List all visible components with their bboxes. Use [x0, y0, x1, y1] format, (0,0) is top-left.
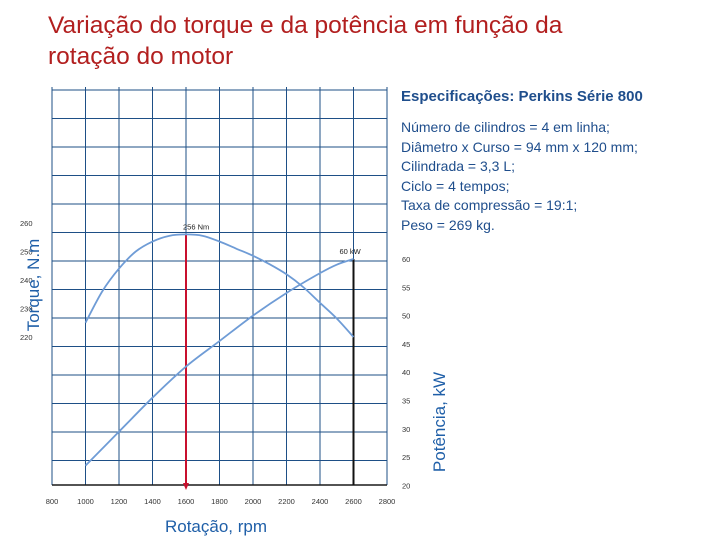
- spec-line: Ciclo = 4 tempos;: [401, 177, 510, 194]
- annotations: 256 Nm 60 kW: [183, 222, 362, 256]
- spec-line: Número de cilindros = 4 em linha;: [401, 119, 610, 135]
- y-left-tick-label: 240: [20, 276, 33, 285]
- x-tick-label: 1600: [178, 497, 195, 506]
- axis-titles: Rotação, rpm Torque, N.m Potência, kW: [24, 239, 449, 536]
- spec-title: Especificações: Perkins Série 800: [401, 88, 643, 105]
- x-tick-label: 1000: [77, 497, 94, 506]
- y-right-tick-label: 30: [402, 425, 410, 434]
- y-left-tick-label: 260: [20, 219, 33, 228]
- torque-peak-annotation: 256 Nm: [183, 222, 209, 231]
- y-right-tick-label: 35: [402, 397, 410, 406]
- x-tick-label: 1400: [144, 497, 161, 506]
- y-left-tick-label: 230: [20, 305, 33, 314]
- y-left-tick-label: 250: [20, 248, 33, 257]
- series-lines: [84, 233, 355, 467]
- y-right-axis-title: Potência, kW: [430, 372, 449, 472]
- x-tick-label: 2200: [278, 497, 295, 506]
- y-right-tick-label: 20: [402, 481, 410, 490]
- y-right-tick-label: 50: [402, 312, 410, 321]
- spec-panel: Especificações: Perkins Série 800 Número…: [401, 88, 716, 235]
- x-tick-label: 1800: [211, 497, 228, 506]
- spec-line: Diâmetro x Curso = 94 mm x 120 mm;: [401, 138, 638, 155]
- y-left-axis-title: Torque, N.m: [24, 239, 43, 332]
- x-tick-label: 1200: [111, 497, 128, 506]
- marker-lines: [183, 234, 355, 490]
- y-left-tick-label: 220: [20, 333, 33, 342]
- x-tick-label: 2800: [379, 497, 396, 506]
- spec-line: Cilindrada = 3,3 L;: [401, 158, 516, 174]
- x-tick-label: 2600: [345, 497, 362, 506]
- spec-line: Peso = 269 kg.: [401, 216, 495, 233]
- x-tick-label: 2400: [312, 497, 329, 506]
- tick-labels: 800 1000 1200 1400 1600 1800 2000 2200 2400 2600 2…: [20, 219, 410, 506]
- grid-lines: [51, 87, 388, 486]
- y-right-tick-label: 60: [402, 255, 410, 264]
- power-peak-annotation: 60 kW: [340, 247, 362, 256]
- y-right-tick-label: 40: [402, 368, 410, 377]
- y-right-tick-label: 45: [402, 340, 410, 349]
- x-tick-label: 2000: [245, 497, 262, 506]
- x-tick-label: 800: [46, 497, 59, 506]
- spec-line: Taxa de compressão = 19:1;: [401, 197, 578, 213]
- slide-title: Variação do torque e da potência em funç…: [48, 12, 563, 70]
- y-right-tick-label: 25: [402, 453, 410, 462]
- power-curve: [84, 258, 354, 467]
- torque-curve: [84, 233, 355, 338]
- marker-arrow: [183, 483, 189, 490]
- x-axis-title: Rotação, rpm: [165, 517, 267, 536]
- y-right-tick-label: 55: [402, 283, 410, 292]
